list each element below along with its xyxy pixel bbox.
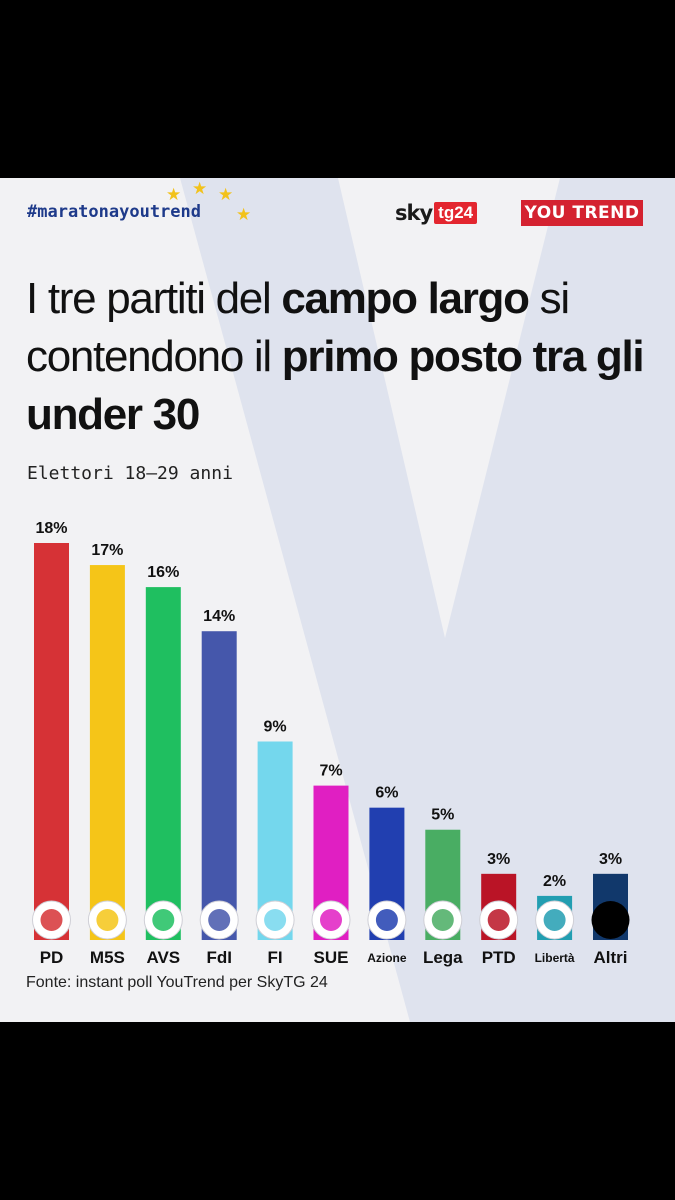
chart-title: I tre partiti del campo largo si contend…	[26, 270, 646, 444]
m5s-logo-icon-emblem	[96, 909, 119, 931]
title-part-2: si contendono il	[26, 274, 570, 381]
sky-logo-text: sky	[395, 201, 433, 225]
category-label: SUE	[314, 948, 349, 967]
skytg24-logo: sky tg24	[395, 200, 478, 226]
category-label: PD	[40, 948, 64, 967]
category-label: FI	[268, 948, 283, 967]
value-label: 14%	[203, 608, 235, 625]
chart-subtitle: Elettori 18–29 anni	[27, 463, 233, 484]
category-label: Lega	[423, 948, 463, 967]
category-label: M5S	[90, 948, 125, 967]
bar-avs	[145, 587, 181, 940]
youtrend-logo: YOU TREND	[521, 200, 643, 226]
lega-logo-icon-emblem	[431, 909, 454, 931]
liberta-logo-icon-emblem	[543, 909, 566, 931]
poll-card: #maratonayoutrend ★ ★ ★ ★ sky tg24 YOU T…	[0, 178, 675, 1022]
value-label: 16%	[147, 564, 179, 581]
pd-logo-icon-emblem	[40, 909, 63, 931]
azione-logo-icon-emblem	[375, 909, 398, 931]
bar-m5s	[89, 565, 125, 940]
star-icon: ★	[192, 179, 208, 198]
bar-fdi	[201, 631, 237, 940]
fi-logo-icon-emblem	[264, 909, 287, 931]
source-note: Fonte: instant poll YouTrend per SkyTG 2…	[26, 974, 328, 991]
category-label: Altri	[594, 948, 628, 967]
sue-logo-icon-emblem	[320, 909, 342, 931]
value-label: 9%	[264, 719, 287, 736]
title-bold-1: campo largo	[281, 274, 530, 323]
hashtag: #maratonayoutrend	[27, 202, 201, 222]
youtrend-watermark-icon	[180, 178, 675, 1022]
avs-logo-icon-emblem	[152, 909, 175, 931]
star-icon: ★	[166, 185, 182, 204]
star-icon: ★	[236, 205, 252, 224]
title-bold-2: primo posto tra gli under 30	[26, 332, 645, 439]
category-label: Azione	[367, 951, 407, 965]
star-icon: ★	[218, 185, 234, 204]
category-label: FdI	[206, 948, 232, 967]
value-label: 2%	[543, 873, 566, 890]
bar-chart: 18% PD 17% M5S 16% AVS 14% FdI 9% FI 7% SUE 6% Azione…	[32, 520, 630, 967]
category-label: Libertà	[535, 951, 575, 965]
value-label: 3%	[599, 851, 622, 868]
category-label: PTD	[482, 948, 516, 967]
altri-dot-icon	[591, 901, 630, 939]
bar-pd	[34, 543, 69, 940]
value-label: 18%	[35, 520, 67, 537]
value-label: 17%	[91, 542, 123, 559]
ptd-logo-icon-emblem	[487, 909, 510, 931]
category-label: AVS	[146, 948, 180, 967]
value-label: 7%	[319, 763, 342, 780]
value-label: 5%	[431, 807, 454, 824]
tg24-logo-text: tg24	[434, 202, 478, 224]
title-part-1: I tre partiti del	[26, 274, 282, 323]
value-label: 3%	[487, 851, 510, 868]
value-label: 6%	[375, 785, 398, 802]
fdi-logo-icon-emblem	[208, 909, 231, 931]
